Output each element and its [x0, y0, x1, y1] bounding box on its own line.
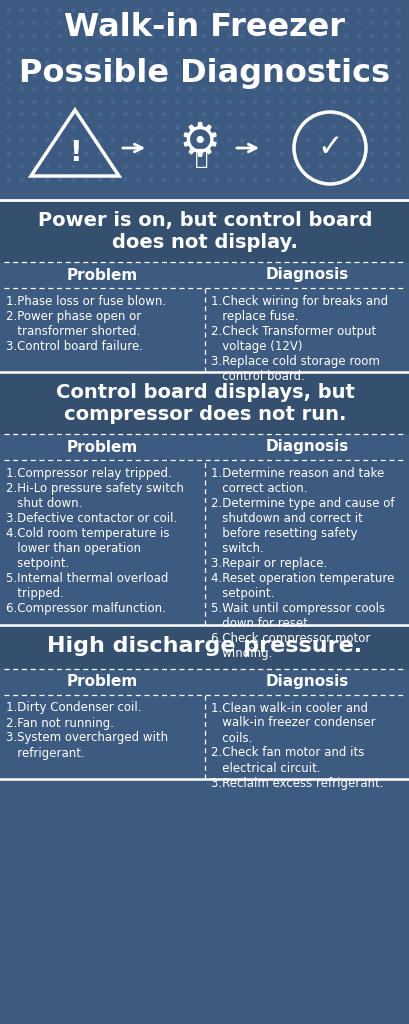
- Text: 1.Phase loss or fuse blown.
2.Power phase open or
   transformer shorted.
3.Cont: 1.Phase loss or fuse blown. 2.Power phas…: [6, 295, 166, 353]
- Text: 1.Determine reason and take
   correct action.
2.Determine type and cause of
   : 1.Determine reason and take correct acti…: [211, 467, 393, 660]
- Bar: [0, 778, 409, 1024]
- Bar: [0, 200, 409, 262]
- Text: 🔧: 🔧: [195, 148, 208, 168]
- Text: 1.Compressor relay tripped.
2.Hi-Lo pressure safety switch
   shut down.
3.Defec: 1.Compressor relay tripped. 2.Hi-Lo pres…: [6, 467, 183, 615]
- Text: Problem: Problem: [67, 267, 138, 283]
- Text: 1.Clean walk-in cooler and
   walk-in freezer condenser
   coils.
2.Check fan mo: 1.Clean walk-in cooler and walk-in freez…: [211, 701, 382, 790]
- Text: Control board displays, but
compressor does not run.: Control board displays, but compressor d…: [56, 383, 353, 424]
- Text: 1.Dirty Condenser coil.
2.Fan not running.
3.System overcharged with
   refriger: 1.Dirty Condenser coil. 2.Fan not runnin…: [6, 701, 168, 760]
- Text: High discharge pressure.: High discharge pressure.: [47, 637, 362, 656]
- Bar: [0, 372, 409, 434]
- Text: Power is on, but control board
does not display.: Power is on, but control board does not …: [38, 211, 371, 252]
- Text: Problem: Problem: [67, 439, 138, 455]
- Text: Problem: Problem: [67, 674, 138, 689]
- Text: !: !: [69, 139, 81, 167]
- Text: Diagnosis: Diagnosis: [265, 439, 348, 455]
- Text: Possible Diagnostics: Possible Diagnostics: [19, 58, 390, 89]
- Text: ⚙: ⚙: [178, 121, 220, 166]
- Bar: [0, 625, 409, 669]
- Text: 1.Check wiring for breaks and
   replace fuse.
2.Check Transformer output
   vol: 1.Check wiring for breaks and replace fu…: [211, 295, 387, 383]
- Text: Diagnosis: Diagnosis: [265, 674, 348, 689]
- Text: ✓: ✓: [317, 132, 342, 162]
- Text: Walk-in Freezer: Walk-in Freezer: [64, 12, 345, 43]
- Text: Diagnosis: Diagnosis: [265, 267, 348, 283]
